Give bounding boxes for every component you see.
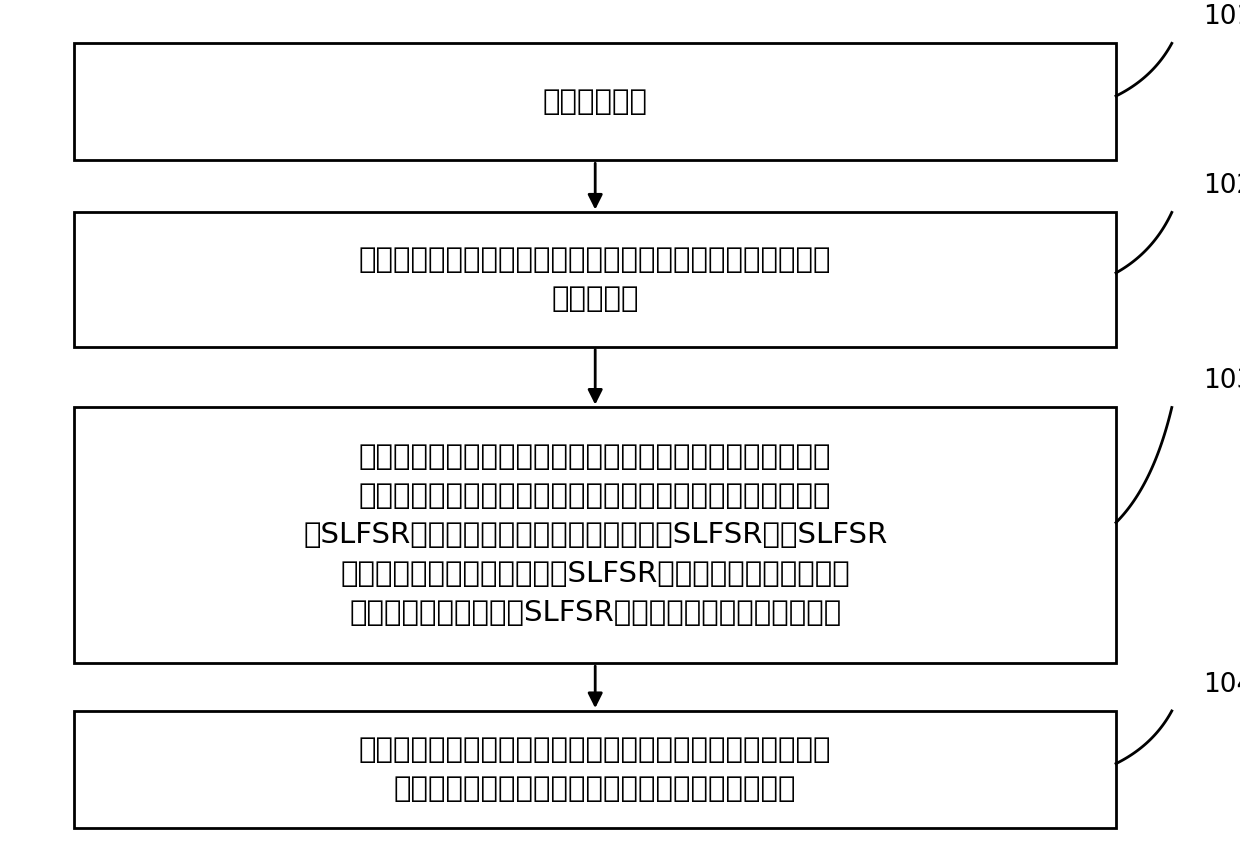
Text: 102: 102 bbox=[1203, 173, 1240, 199]
Bar bbox=[74, 711, 1116, 828]
Text: 104: 104 bbox=[1203, 672, 1240, 698]
Text: 103: 103 bbox=[1203, 368, 1240, 394]
Bar bbox=[74, 212, 1116, 347]
Text: 对编码后的所述确定测试信号进行压缩，并根据压缩后的所述
确定测试信号对电路进行低功耗测试，获得测试结果: 对编码后的所述确定测试信号进行压缩，并根据压缩后的所述 确定测试信号对电路进行低… bbox=[358, 736, 832, 803]
Text: 根据产生的测试集合获得测试集合对应的全部测试所需的本原
多项式及附加变量，并根据本原多项式及附加变量生成用于控
制SLFSR的控制向量；将所述控制向量移入SLF: 根据产生的测试集合获得测试集合对应的全部测试所需的本原 多项式及附加变量，并根据… bbox=[303, 443, 888, 628]
Text: 建立扫描森林: 建立扫描森林 bbox=[543, 88, 647, 116]
Bar bbox=[74, 43, 1116, 160]
Bar bbox=[74, 407, 1116, 663]
Text: 将所述多路输出选择器驱动的相同的所述扫描链置于同一个扫
描链子集中: 将所述多路输出选择器驱动的相同的所述扫描链置于同一个扫 描链子集中 bbox=[358, 246, 832, 313]
Text: 101: 101 bbox=[1203, 4, 1240, 30]
